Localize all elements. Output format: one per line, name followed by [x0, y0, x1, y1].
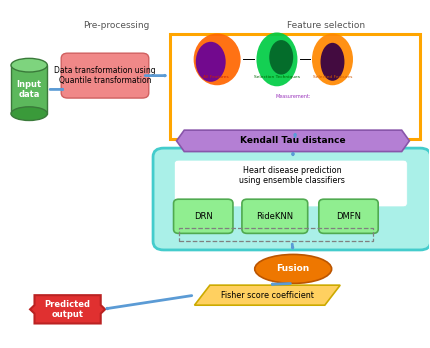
Text: Feature selection: Feature selection	[287, 21, 365, 30]
Text: RideKNN: RideKNN	[256, 212, 293, 221]
Ellipse shape	[255, 254, 332, 283]
Polygon shape	[30, 295, 105, 324]
Text: Fisher score coefficient: Fisher score coefficient	[221, 291, 314, 300]
FancyBboxPatch shape	[175, 160, 407, 207]
Ellipse shape	[194, 33, 241, 85]
FancyBboxPatch shape	[319, 199, 378, 234]
Ellipse shape	[269, 40, 293, 74]
Text: Selection Techniques: Selection Techniques	[254, 75, 300, 79]
Text: Heart disease prediction
using ensemble classifiers: Heart disease prediction using ensemble …	[239, 166, 345, 185]
Ellipse shape	[11, 107, 47, 120]
Bar	[179, 228, 373, 241]
Ellipse shape	[312, 33, 353, 85]
Text: Kendall Tau distance: Kendall Tau distance	[240, 136, 346, 145]
Text: DRN: DRN	[194, 212, 212, 221]
Ellipse shape	[320, 43, 344, 81]
Ellipse shape	[11, 58, 47, 72]
Text: Selected Features: Selected Features	[313, 75, 352, 79]
Bar	[170, 34, 420, 140]
Polygon shape	[177, 130, 409, 152]
Ellipse shape	[256, 32, 298, 86]
Text: All Features: All Features	[203, 75, 229, 79]
FancyBboxPatch shape	[153, 148, 430, 250]
Text: Pre-processing: Pre-processing	[83, 21, 150, 30]
Text: Fusion: Fusion	[276, 264, 310, 274]
Text: Predicted
output: Predicted output	[45, 300, 91, 319]
Ellipse shape	[196, 42, 226, 82]
FancyBboxPatch shape	[242, 199, 308, 234]
Polygon shape	[194, 285, 340, 305]
Bar	[11, 65, 47, 114]
Text: Data transformation using
Quantile transformation: Data transformation using Quantile trans…	[54, 66, 156, 85]
FancyBboxPatch shape	[61, 53, 149, 98]
FancyBboxPatch shape	[174, 199, 233, 234]
Text: Input
data: Input data	[17, 80, 42, 99]
Text: DMFN: DMFN	[336, 212, 361, 221]
Text: Measurement:: Measurement:	[276, 94, 311, 99]
